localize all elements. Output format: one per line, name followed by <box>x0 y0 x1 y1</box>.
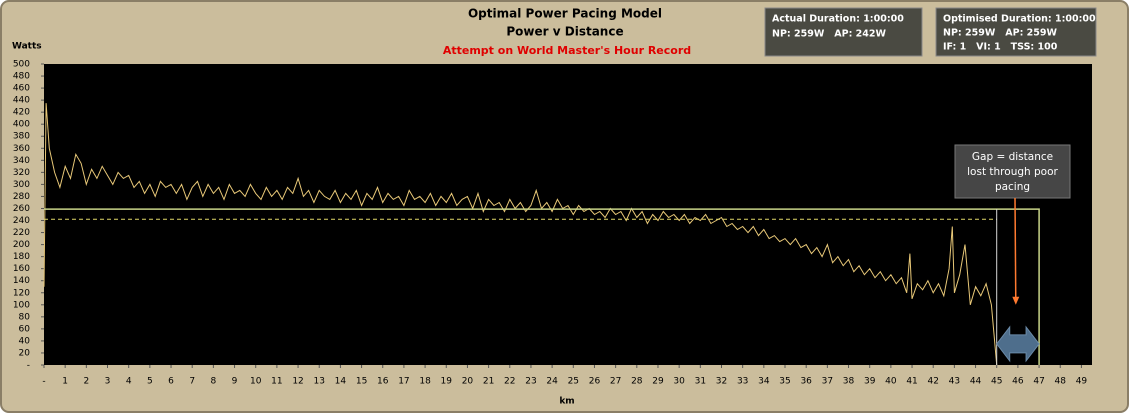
x-tick-label: 21 <box>483 377 494 387</box>
x-tick-label: 27 <box>610 377 621 387</box>
y-tick-label: 480 <box>13 72 30 82</box>
y-tick-label: 80 <box>19 312 31 322</box>
y-tick-label: 200 <box>13 240 30 250</box>
y-tick-label: 280 <box>13 192 30 202</box>
x-tick-label: 37 <box>822 377 833 387</box>
x-tick-label: 9 <box>232 377 238 387</box>
y-tick-label: 120 <box>13 288 30 298</box>
x-tick-label: 39 <box>864 377 876 387</box>
y-axis-label: Watts <box>12 42 42 52</box>
note-text: pacing <box>995 181 1030 193</box>
x-tick-label: 30 <box>673 377 685 387</box>
stats-box <box>764 7 923 57</box>
x-tick-label: 16 <box>377 377 389 387</box>
note-text: Gap = distance <box>972 151 1053 163</box>
y-tick-label: 140 <box>13 276 30 286</box>
x-tick-label: 45 <box>991 377 1002 387</box>
stats-line: Optimised Duration: 1:00:00 <box>943 14 1096 25</box>
x-tick-label: 26 <box>589 377 601 387</box>
y-tick-label: 420 <box>13 108 30 118</box>
x-tick-label: 13 <box>314 377 325 387</box>
chart-title: Optimal Power Pacing Model <box>468 7 662 21</box>
x-tick-label: 38 <box>843 377 855 387</box>
gap-arrow <box>996 325 1040 363</box>
y-tick-label: 220 <box>13 228 30 238</box>
x-tick-label: 36 <box>800 377 812 387</box>
chart-annotation: Attempt on World Master's Hour Record <box>443 44 691 57</box>
x-tick-label: 10 <box>250 377 262 387</box>
x-axis-label: km <box>559 397 574 407</box>
x-tick-label: 43 <box>949 377 960 387</box>
x-tick-label: 24 <box>546 377 558 387</box>
series-line <box>43 103 998 366</box>
x-tick-label: 25 <box>568 377 579 387</box>
x-tick-label: 8 <box>211 377 217 387</box>
y-tick-label: 460 <box>13 84 30 94</box>
y-tick-label: 380 <box>13 132 30 142</box>
y-tick-label: 240 <box>13 216 30 226</box>
x-tick-label: - <box>42 377 45 387</box>
y-tick-label: 440 <box>13 96 30 106</box>
y-tick-label: 260 <box>13 204 30 214</box>
x-tick-label: 18 <box>419 377 431 387</box>
x-tick-label: 46 <box>1012 377 1024 387</box>
x-tick-label: 6 <box>168 377 174 387</box>
y-tick-label: 500 <box>13 60 30 70</box>
x-tick-label: 34 <box>758 377 770 387</box>
stats-line: Actual Duration: 1:00:00 <box>772 14 904 25</box>
y-tick-label: 60 <box>19 324 31 334</box>
x-tick-label: 4 <box>126 377 132 387</box>
stats-box <box>935 7 1097 57</box>
y-tick-label: 20 <box>19 348 31 358</box>
x-tick-label: 22 <box>504 377 515 387</box>
stats-line: IF: 1 VI: 1 TSS: 100 <box>943 42 1058 53</box>
x-tick-label: 48 <box>1055 377 1067 387</box>
x-tick-label: 5 <box>147 377 153 387</box>
x-tick-label: 14 <box>335 377 347 387</box>
note-arrow <box>1014 197 1017 301</box>
x-tick-label: 42 <box>927 377 938 387</box>
x-tick-label: 12 <box>292 377 303 387</box>
x-tick-label: 11 <box>271 377 282 387</box>
series-line <box>44 208 1040 365</box>
y-tick-label: 300 <box>13 180 30 190</box>
stats-line: NP: 259W AP: 242W <box>772 29 887 40</box>
x-tick-label: 47 <box>1033 377 1044 387</box>
stats-line: NP: 259W AP: 259W <box>943 28 1058 39</box>
x-tick-label: 35 <box>779 377 790 387</box>
y-tick-label: 180 <box>13 252 30 262</box>
y-tick-label: 400 <box>13 120 30 130</box>
x-tick-label: 19 <box>441 377 453 387</box>
y-tick-label: - <box>27 361 30 371</box>
plot-area <box>44 64 1092 365</box>
x-tick-label: 17 <box>398 377 409 387</box>
note-box <box>954 144 1071 199</box>
note-text: lost through poor <box>967 166 1058 178</box>
x-tick-label: 32 <box>716 377 727 387</box>
y-tick-label: 40 <box>19 336 31 346</box>
x-tick-label: 49 <box>1076 377 1088 387</box>
y-tick-label: 100 <box>13 300 30 310</box>
x-tick-label: 40 <box>885 377 897 387</box>
x-tick-label: 3 <box>105 377 111 387</box>
x-tick-label: 2 <box>83 377 89 387</box>
chart-subtitle: Power v Distance <box>506 25 623 39</box>
x-tick-label: 44 <box>970 377 982 387</box>
x-tick-label: 28 <box>631 377 643 387</box>
x-tick-label: 29 <box>652 377 664 387</box>
x-tick-label: 41 <box>906 377 917 387</box>
x-tick-label: 20 <box>462 377 474 387</box>
y-tick-label: 160 <box>13 264 30 274</box>
y-tick-label: 340 <box>13 156 30 166</box>
x-tick-label: 1 <box>62 377 68 387</box>
x-tick-label: 23 <box>525 377 536 387</box>
y-tick-label: 360 <box>13 144 30 154</box>
x-tick-label: 31 <box>695 377 706 387</box>
y-tick-label: 320 <box>13 168 30 178</box>
note-arrowhead <box>1012 296 1020 305</box>
x-tick-label: 7 <box>189 377 195 387</box>
x-tick-label: 33 <box>737 377 748 387</box>
x-tick-label: 15 <box>356 377 367 387</box>
